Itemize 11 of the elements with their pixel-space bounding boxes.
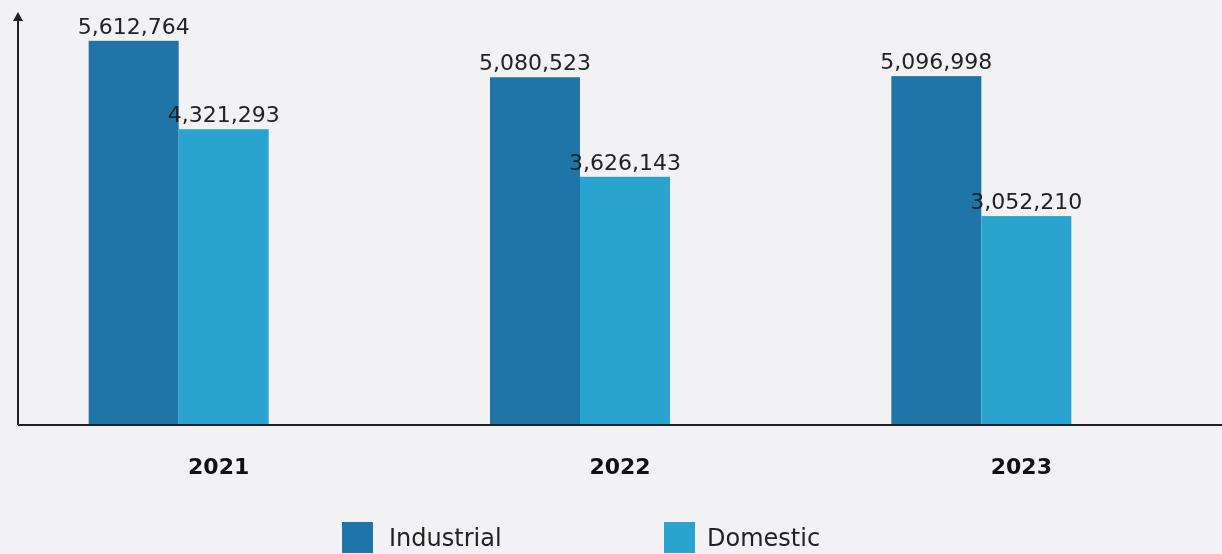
bar [178,129,269,425]
x-tick-label: 2023 [990,454,1052,479]
legend-label: Domestic [707,524,821,552]
data-label: 5,612,764 [77,13,190,39]
legend-label: Industrial [389,524,502,552]
bar [580,176,670,425]
data-label: 5,096,998 [880,49,993,75]
data-label: 5,080,523 [479,50,591,76]
x-tick-label: 2021 [188,454,250,479]
x-tick-label: 2022 [589,454,651,479]
bar [981,216,1072,425]
